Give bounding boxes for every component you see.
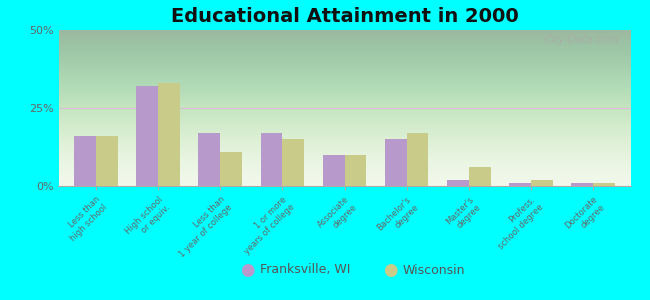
Bar [198,133,220,186]
Bar [509,183,531,186]
Bar [282,139,304,186]
Bar [385,139,407,186]
Bar [469,167,491,186]
Text: Franksville, WI: Franksville, WI [260,263,350,277]
Text: City-Data.com: City-Data.com [545,35,619,45]
Bar [447,180,469,186]
Bar [407,133,428,186]
Bar [531,180,552,186]
Bar [323,155,345,186]
Bar [344,155,366,186]
Bar [96,136,118,186]
Bar [136,86,158,186]
Text: ●: ● [240,261,254,279]
Bar [220,152,242,186]
Bar [261,133,282,186]
Bar [158,83,180,186]
Title: Educational Attainment in 2000: Educational Attainment in 2000 [170,7,519,26]
Bar [74,136,96,186]
Bar [593,183,615,186]
Bar [571,183,593,186]
Text: Wisconsin: Wisconsin [403,263,465,277]
Text: ●: ● [383,261,397,279]
